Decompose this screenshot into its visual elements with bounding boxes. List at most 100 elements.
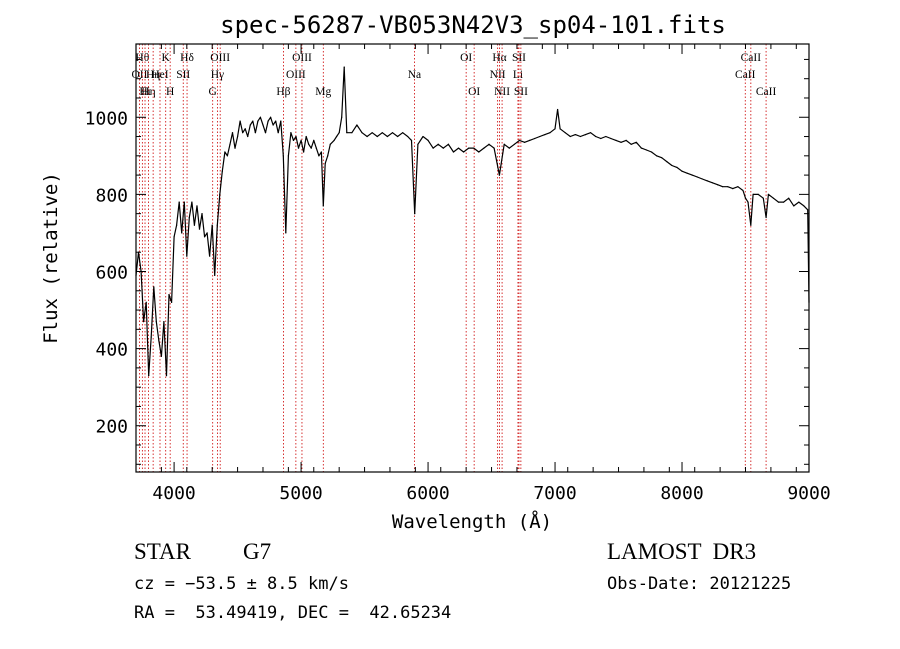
y-tick-label: 800 bbox=[95, 185, 128, 206]
data-point-0-154 bbox=[696, 176, 698, 178]
data-point-0-67 bbox=[305, 135, 307, 138]
plot-frame bbox=[135, 43, 810, 473]
data-point-0-165 bbox=[747, 201, 749, 203]
x-tick-label: 5000 bbox=[279, 483, 322, 504]
data-point-0-37 bbox=[229, 143, 231, 145]
data-point-0-17 bbox=[178, 201, 180, 203]
line-label-8: SII bbox=[176, 69, 190, 81]
data-point-0-72 bbox=[318, 155, 320, 157]
data-point-0-23 bbox=[193, 224, 196, 226]
data-point-0-111 bbox=[483, 147, 485, 149]
data-point-0-101 bbox=[432, 147, 434, 149]
data-point-0-178 bbox=[803, 205, 805, 207]
data-point-0-26 bbox=[201, 213, 203, 215]
data-point-0-170 bbox=[765, 216, 767, 219]
data-point-0-93 bbox=[396, 135, 399, 138]
series-line-0 bbox=[135, 66, 810, 377]
data-point-0-81 bbox=[341, 116, 343, 118]
data-point-0-164 bbox=[744, 197, 747, 199]
data-point-0-122 bbox=[539, 135, 541, 138]
data-point-0-95 bbox=[407, 135, 409, 138]
line-label-15: OIII bbox=[292, 52, 312, 64]
data-point-0-128 bbox=[564, 132, 566, 134]
data-point-0-24 bbox=[196, 205, 198, 207]
data-point-0-161 bbox=[732, 187, 734, 190]
data-point-0-121 bbox=[534, 137, 536, 140]
data-point-0-140 bbox=[625, 139, 627, 141]
data-point-0-110 bbox=[478, 151, 480, 153]
data-point-0-76 bbox=[327, 155, 329, 157]
line-label-3: Hη bbox=[141, 86, 155, 98]
data-point-0-63 bbox=[295, 135, 297, 138]
data-point-0-167 bbox=[752, 193, 754, 195]
data-point-0-5 bbox=[148, 375, 150, 377]
data-point-0-10 bbox=[160, 355, 162, 357]
data-point-0-9 bbox=[158, 340, 160, 342]
data-point-0-62 bbox=[292, 139, 295, 141]
data-point-0-135 bbox=[600, 137, 602, 140]
data-point-0-45 bbox=[249, 124, 251, 126]
data-point-0-114 bbox=[498, 174, 501, 176]
data-point-0-3 bbox=[143, 321, 145, 323]
data-point-0-29 bbox=[209, 255, 211, 257]
data-point-0-112 bbox=[488, 143, 490, 145]
data-point-0-94 bbox=[402, 132, 404, 134]
data-point-0-105 bbox=[452, 151, 455, 153]
data-point-0-64 bbox=[297, 147, 300, 149]
object-class: STAR bbox=[134, 539, 191, 564]
data-point-0-48 bbox=[257, 120, 259, 122]
data-point-0-57 bbox=[280, 120, 282, 122]
data-point-0-172 bbox=[772, 197, 775, 199]
data-point-0-12 bbox=[165, 375, 168, 377]
line-label-14: OIII bbox=[286, 69, 306, 81]
data-point-0-99 bbox=[422, 135, 424, 138]
data-point-0-156 bbox=[706, 180, 709, 182]
data-point-0-144 bbox=[645, 149, 648, 151]
data-point-0-166 bbox=[750, 224, 752, 226]
line-label-24: SII bbox=[512, 52, 526, 64]
data-point-0-75 bbox=[324, 162, 326, 165]
survey-label: LAMOST DR3 bbox=[607, 539, 757, 564]
data-point-0-55 bbox=[275, 120, 277, 122]
data-point-0-32 bbox=[216, 224, 218, 226]
data-point-0-4 bbox=[145, 301, 147, 303]
data-point-0-115 bbox=[503, 143, 505, 145]
x-axis-label: Wavelength (Å) bbox=[392, 510, 552, 533]
data-point-0-119 bbox=[523, 141, 526, 143]
data-point-0-18 bbox=[181, 232, 183, 234]
data-point-0-30 bbox=[211, 224, 213, 226]
data-point-0-174 bbox=[783, 201, 785, 203]
spectral-line-markers: OIIHθHιHηHηHeIKHSIIHδGHγOIIIHβOIIIOIIIMg… bbox=[131, 44, 776, 472]
data-point-0-56 bbox=[277, 132, 279, 134]
data-point-0-73 bbox=[320, 151, 322, 153]
data-point-0-131 bbox=[579, 135, 582, 138]
data-point-0-136 bbox=[605, 135, 607, 138]
data-point-0-173 bbox=[777, 201, 780, 203]
data-point-0-43 bbox=[244, 128, 246, 130]
data-point-0-71 bbox=[315, 147, 317, 149]
data-point-0-91 bbox=[386, 135, 389, 138]
data-point-0-127 bbox=[559, 128, 561, 130]
data-point-0-120 bbox=[529, 139, 531, 141]
data-point-0-28 bbox=[206, 232, 208, 234]
data-point-0-126 bbox=[556, 108, 559, 111]
data-point-0-40 bbox=[236, 135, 239, 138]
data-point-0-35 bbox=[224, 151, 226, 153]
data-point-0-42 bbox=[242, 132, 244, 134]
data-point-0-80 bbox=[338, 132, 340, 134]
data-point-0-78 bbox=[333, 139, 335, 141]
data-point-0-108 bbox=[468, 147, 470, 149]
line-label-22: NII bbox=[494, 86, 510, 98]
line-label-5: HeI bbox=[151, 69, 168, 81]
data-point-0-104 bbox=[447, 143, 449, 145]
line-label-9: Hδ bbox=[180, 52, 194, 64]
line-label-26: CaII bbox=[735, 69, 756, 81]
data-point-0-49 bbox=[259, 116, 262, 118]
axes: 4000 5000 6000 7000 8000 9000 200 400 600 800 1000 bbox=[85, 44, 831, 504]
line-label-2: Hι bbox=[139, 86, 151, 98]
data-point-0-171 bbox=[767, 193, 769, 195]
data-point-0-137 bbox=[610, 137, 612, 140]
data-point-0-65 bbox=[300, 139, 302, 141]
data-point-0-16 bbox=[176, 224, 178, 226]
line-label-6: K bbox=[162, 52, 171, 64]
